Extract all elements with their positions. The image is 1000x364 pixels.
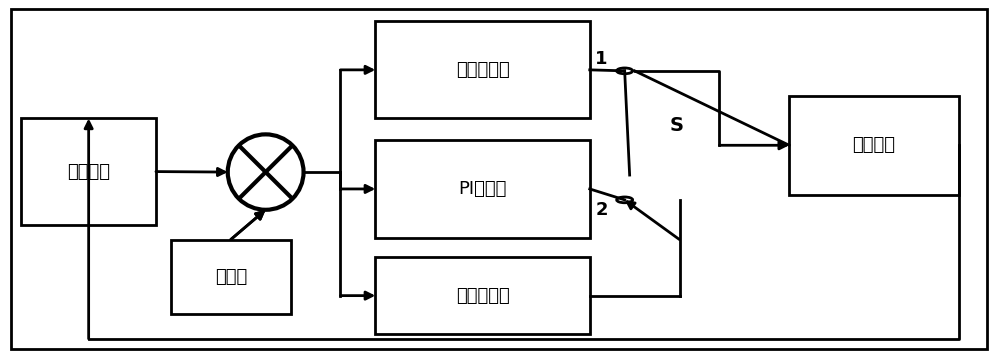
Bar <box>375 257 590 334</box>
Bar <box>21 119 156 225</box>
Text: 1: 1 <box>595 50 608 68</box>
Text: 模糊控制器: 模糊控制器 <box>456 61 509 79</box>
Text: 给定值: 给定值 <box>215 268 247 286</box>
Bar <box>375 21 590 119</box>
Text: PI控制器: PI控制器 <box>458 180 507 198</box>
Text: 被控对象: 被控对象 <box>852 136 895 154</box>
Text: 智能调节器: 智能调节器 <box>456 286 509 305</box>
Text: 信号输入: 信号输入 <box>67 163 110 181</box>
Text: S: S <box>670 116 684 135</box>
Bar <box>171 240 291 314</box>
Bar <box>789 96 959 195</box>
Text: 2: 2 <box>595 201 608 219</box>
Bar <box>375 140 590 238</box>
